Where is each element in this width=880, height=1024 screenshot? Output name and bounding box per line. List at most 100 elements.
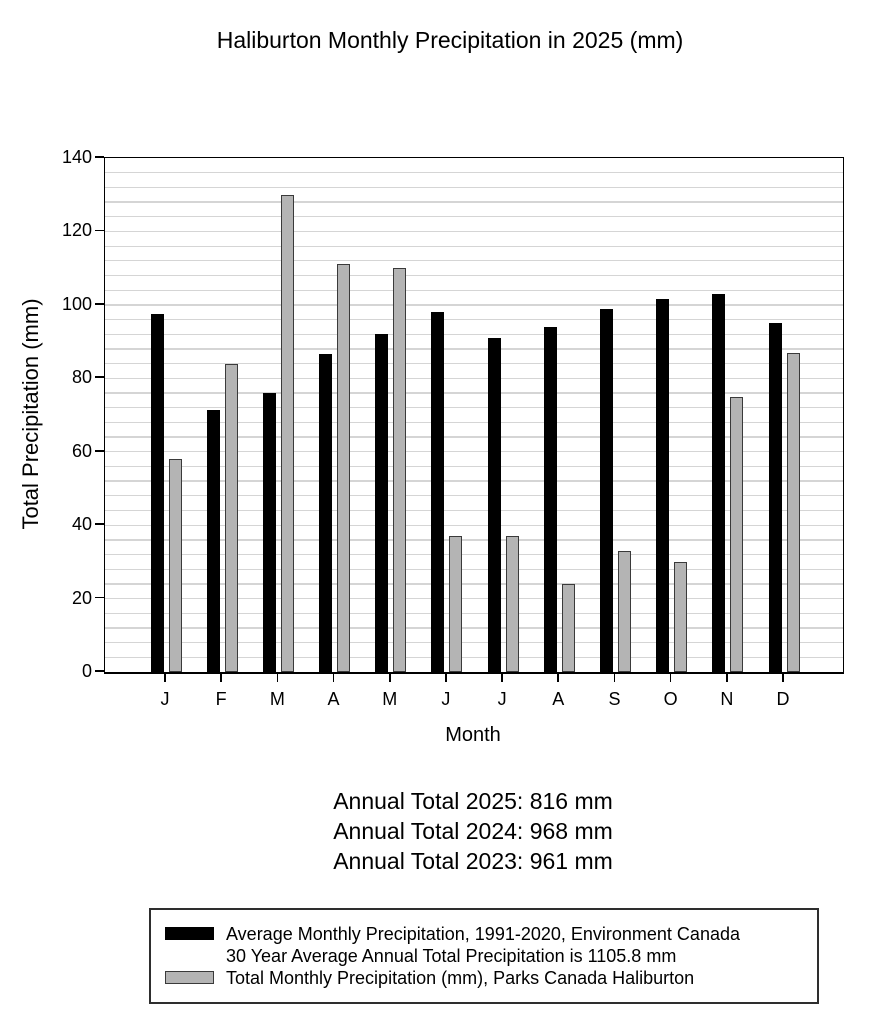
x-tick-label: A: [327, 689, 340, 709]
gridline: [105, 186, 843, 189]
annual-total-2024: Annual Total 2024: 968 mm: [333, 818, 613, 844]
bar-2025-11: [730, 396, 744, 672]
bar-2025-8: [561, 583, 575, 672]
bar-average-9: [599, 308, 613, 672]
x-tick-label: O: [663, 689, 678, 709]
gridline: [105, 245, 843, 247]
gridline: [105, 421, 843, 424]
x-tick-label: S: [608, 689, 621, 709]
gridline: [105, 568, 843, 570]
bar-2025-5: [393, 268, 407, 672]
y-tick-label: 40: [71, 514, 92, 535]
gridline: [105, 612, 843, 614]
x-tick: [726, 673, 728, 682]
gridline: [105, 583, 843, 585]
bar-average-5: [375, 334, 389, 672]
x-tick: [782, 673, 784, 682]
x-tick-label: A: [552, 689, 565, 709]
legend-average-line2: 30 Year Average Annual Total Precipitati…: [226, 946, 677, 966]
x-tick: [613, 673, 616, 682]
y-tick: [95, 376, 104, 379]
legend-swatch-average-icon: [165, 927, 214, 940]
x-tick-label: D: [776, 689, 790, 709]
x-tick: [388, 673, 391, 682]
gridline: [105, 509, 843, 512]
bar-average-1: [150, 314, 164, 672]
bar-average-8: [543, 326, 557, 672]
y-tick: [95, 523, 104, 525]
bar-2025-2: [224, 363, 238, 672]
x-tick-label: N: [720, 689, 734, 709]
bar-2025-4: [337, 264, 351, 672]
gridline: [105, 392, 843, 394]
bar-2025-12: [786, 352, 800, 672]
gridline: [105, 318, 843, 321]
x-tick-label: J: [160, 689, 170, 709]
legend-box: Average Monthly Precipitation, 1991-2020…: [149, 908, 819, 1004]
bar-average-2: [206, 409, 220, 672]
legend-total-text: Total Monthly Precipitation (mm), Parks …: [226, 968, 695, 988]
y-tick: [95, 229, 104, 232]
gridline: [105, 230, 843, 233]
x-tick: [669, 673, 672, 682]
gridline: [105, 260, 843, 262]
x-tick: [557, 673, 560, 682]
gridline: [105, 274, 843, 277]
bar-2025-10: [674, 561, 688, 672]
bar-2025-3: [280, 194, 294, 672]
gridline: [105, 201, 843, 203]
bar-2025-7: [505, 536, 519, 672]
bar-average-6: [431, 312, 445, 672]
gridline: [105, 407, 843, 409]
y-tick-label: 60: [71, 440, 92, 461]
x-tick: [332, 673, 335, 682]
bar-2025-6: [449, 536, 463, 672]
gridline: [105, 524, 843, 526]
gridline: [105, 172, 843, 174]
x-axis-label: Month: [445, 724, 501, 746]
gridline: [105, 363, 843, 365]
bar-average-12: [768, 323, 782, 672]
bar-average-11: [712, 293, 726, 672]
gridline: [105, 480, 843, 482]
bar-2025-9: [617, 550, 631, 672]
y-tick: [95, 449, 104, 452]
y-tick-label: 100: [61, 293, 92, 314]
legend-swatch-total-icon: [165, 971, 214, 984]
y-tick: [95, 156, 104, 158]
y-axis-label: Total Precipitation (mm): [18, 298, 43, 530]
y-tick-label: 120: [61, 220, 92, 241]
gridline: [105, 333, 843, 335]
y-tick-label: 0: [81, 661, 92, 681]
plot-area: [104, 157, 844, 674]
annual-total-2023: Annual Total 2023: 961 mm: [333, 848, 613, 874]
chart-title: Haliburton Monthly Precipitation in 2025…: [216, 27, 684, 53]
gridline: [105, 627, 843, 629]
y-tick-label: 140: [61, 147, 92, 167]
gridline: [105, 304, 843, 306]
legend-entry-total: Total Monthly Precipitation (mm), Parks …: [165, 967, 817, 989]
y-tick: [95, 303, 104, 305]
bar-average-7: [487, 337, 501, 672]
gridline: [105, 495, 843, 497]
gridline: [105, 348, 843, 350]
annual-total-2025: Annual Total 2025: 816 mm: [333, 788, 613, 814]
bar-average-4: [319, 354, 333, 672]
gridline: [105, 656, 843, 658]
bar-average-3: [262, 392, 276, 672]
x-tick-label: J: [441, 689, 451, 709]
y-tick: [95, 596, 104, 599]
y-tick-label: 80: [71, 367, 92, 388]
gridline: [105, 539, 843, 541]
y-tick: [95, 670, 104, 672]
legend-average-text: Average Monthly Precipitation, 1991-2020…: [226, 923, 740, 967]
gridline: [105, 465, 843, 468]
x-tick-label: J: [497, 689, 507, 709]
legend-average-line1: Average Monthly Precipitation, 1991-2020…: [226, 924, 740, 944]
x-tick-label: M: [269, 689, 285, 709]
gridline: [105, 642, 843, 644]
legend-entry-average: Average Monthly Precipitation, 1991-2020…: [165, 923, 817, 967]
x-tick: [220, 673, 222, 682]
x-tick: [164, 673, 166, 682]
